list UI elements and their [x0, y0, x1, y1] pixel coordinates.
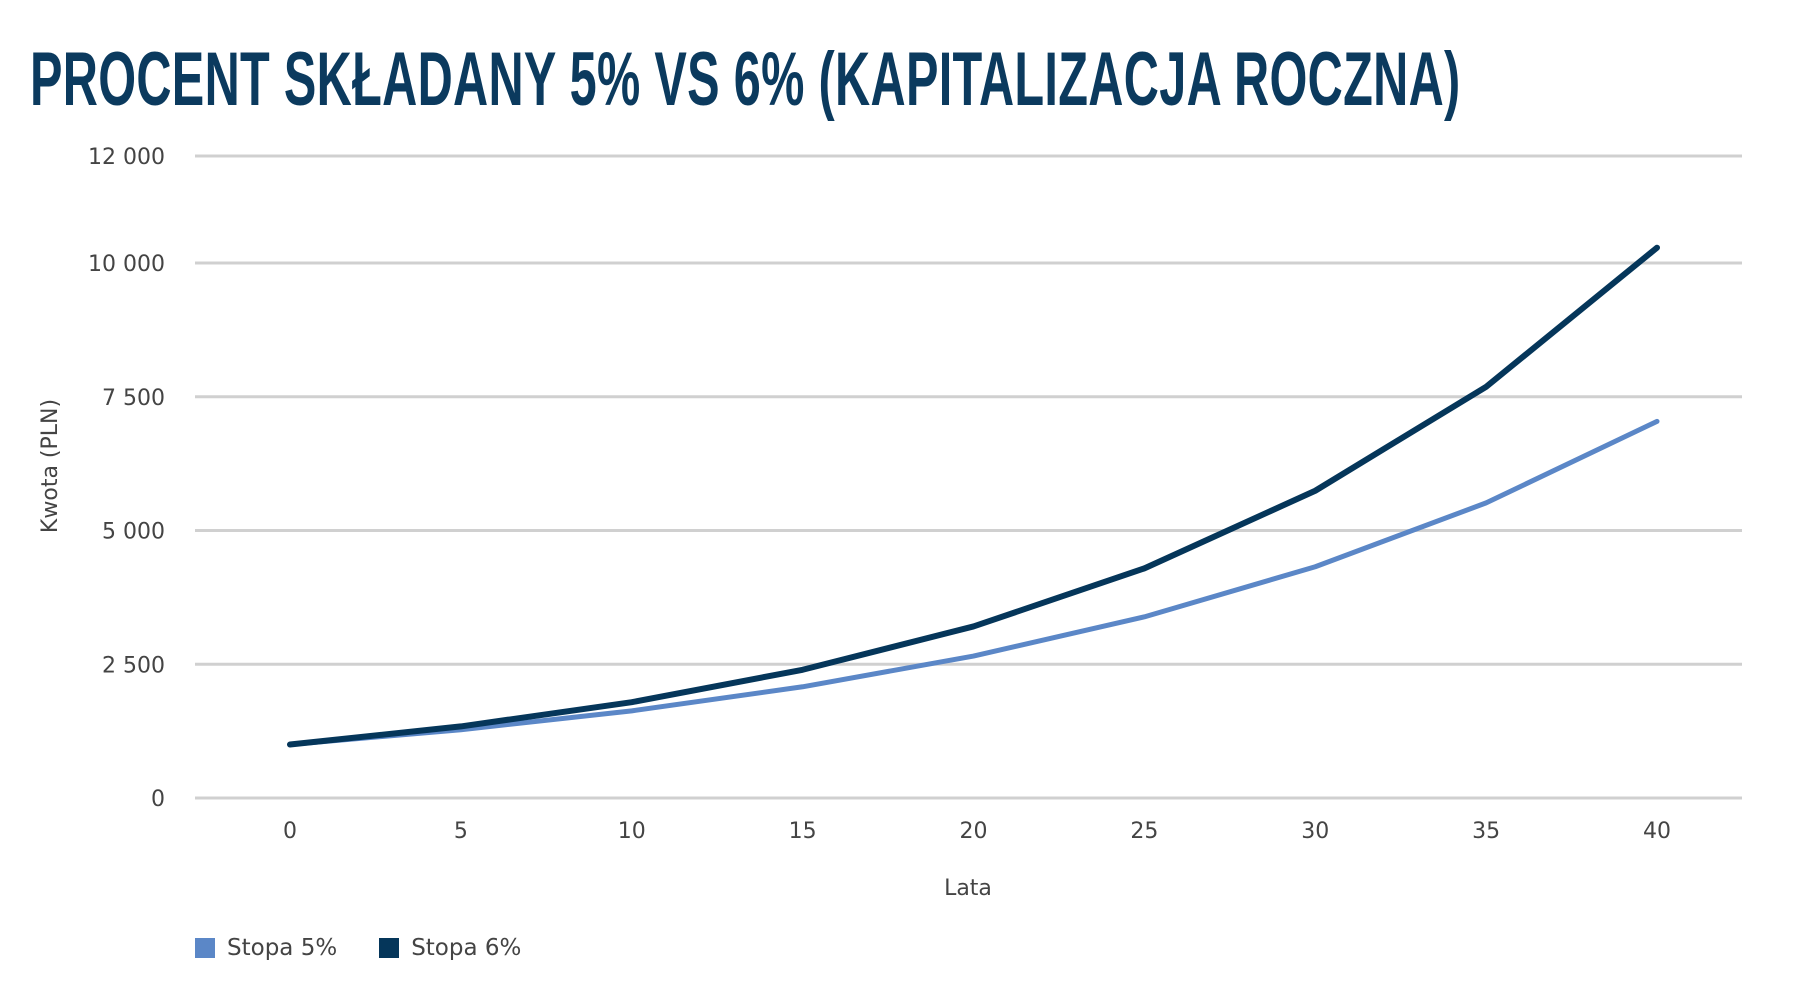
x-tick-label: 30 — [1301, 819, 1329, 844]
x-tick-label: 40 — [1643, 819, 1671, 844]
legend-label: Stopa 6% — [411, 935, 522, 961]
legend-label: Stopa 5% — [227, 935, 338, 961]
legend-swatch — [195, 938, 215, 958]
legend-swatch — [379, 938, 400, 958]
x-tick-label: 35 — [1472, 819, 1500, 844]
y-tick-label: 7 500 — [102, 386, 165, 411]
y-tick-label: 5 000 — [102, 520, 165, 545]
legend-item-5[interactable]: Stopa 5% — [195, 935, 337, 961]
x-tick-label: 25 — [1130, 819, 1158, 844]
series-line-5 — [287, 418, 1660, 747]
legend-item-6[interactable]: Stopa 6% — [379, 935, 521, 961]
x-tick-label: 20 — [960, 819, 988, 844]
x-tick-label: 5 — [454, 819, 468, 844]
chart-title: PROCENT SKŁADANY 5% VS 6% (KAPITALIZACJA… — [30, 37, 1461, 122]
series-line-6 — [287, 244, 1660, 748]
y-axis-label: Kwota (PLN) — [38, 399, 63, 533]
x-tick-label: 10 — [618, 819, 646, 844]
y-tick-label: 10 000 — [88, 252, 165, 277]
x-axis-label: Lata — [944, 876, 992, 901]
x-tick-label: 15 — [789, 819, 817, 844]
x-tick-label: 0 — [283, 819, 297, 844]
legend: Stopa 5% Stopa 6% — [195, 935, 521, 961]
y-tick-label: 12 000 — [88, 145, 165, 170]
y-tick-label: 0 — [151, 787, 165, 812]
y-tick-label: 2 500 — [102, 653, 165, 678]
